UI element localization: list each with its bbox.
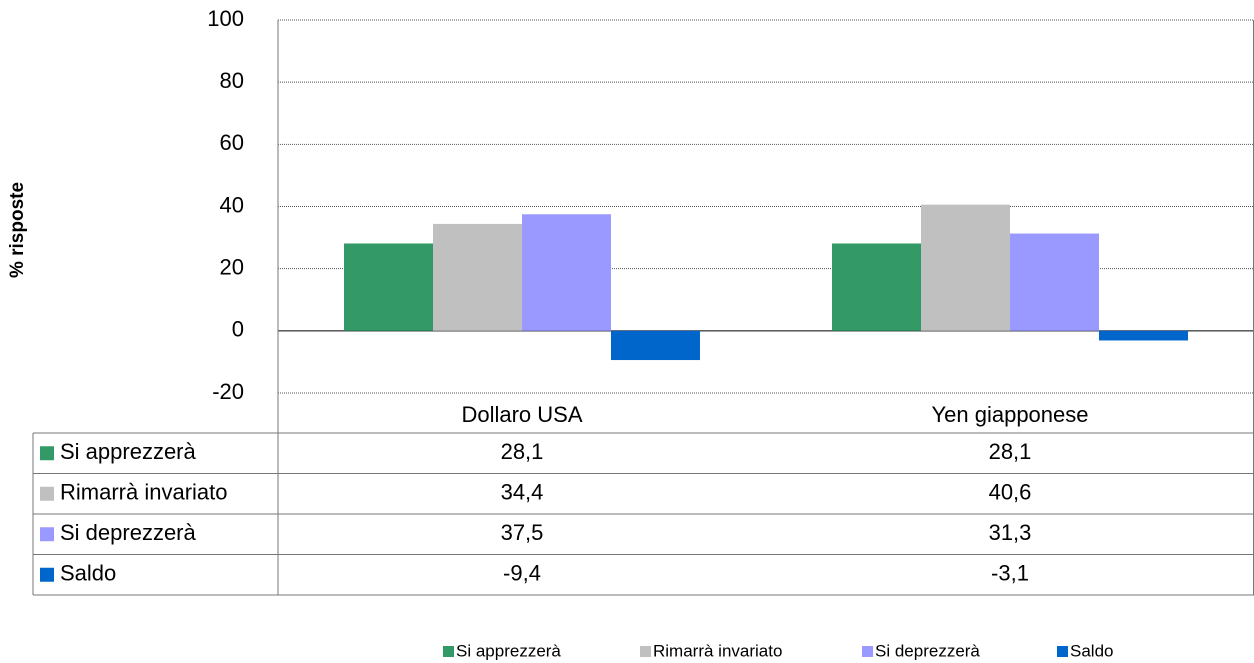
bar <box>433 223 522 331</box>
table-cell: -9,4 <box>503 561 541 586</box>
table-row-label: Si apprezzerà <box>60 439 197 464</box>
bar <box>921 204 1010 331</box>
table-cell: 31,3 <box>989 520 1032 545</box>
legend-label: Si apprezzerà <box>456 641 561 660</box>
y-tick-label: 80 <box>220 68 244 93</box>
legend-swatch <box>1057 646 1068 657</box>
table-row-label: Rimarrà invariato <box>60 480 228 505</box>
y-tick-label: 0 <box>232 317 244 342</box>
y-tick-label: 100 <box>207 6 244 31</box>
bar <box>522 214 611 331</box>
x-tick-label: Yen giapponese <box>931 402 1088 427</box>
legend-swatch <box>862 646 873 657</box>
x-tick-label: Dollaro USA <box>461 402 582 427</box>
legend-swatch <box>640 646 651 657</box>
table-swatch <box>40 567 54 582</box>
y-tick-label: 20 <box>220 254 244 279</box>
table-row-label: Saldo <box>60 561 116 586</box>
legend-label: Si deprezzerà <box>875 641 980 660</box>
y-axis-label: % risposte <box>7 182 28 278</box>
table-cell: 28,1 <box>501 439 544 464</box>
bar <box>1010 233 1099 331</box>
bar <box>1099 330 1188 341</box>
legend-swatch <box>443 646 454 657</box>
legend-label: Saldo <box>1070 641 1113 660</box>
table-row-label: Si deprezzerà <box>60 520 197 545</box>
table-swatch <box>40 527 54 542</box>
table-cell: 40,6 <box>989 480 1032 505</box>
bar <box>611 330 700 361</box>
y-tick-label: 60 <box>220 130 244 155</box>
table-cell: 34,4 <box>501 480 544 505</box>
table-swatch <box>40 446 54 461</box>
table-cell: -3,1 <box>991 561 1029 586</box>
bar <box>344 243 433 331</box>
table-swatch <box>40 486 54 501</box>
y-tick-label: 40 <box>220 192 244 217</box>
legend-label: Rimarrà invariato <box>653 641 782 660</box>
table-cell: 37,5 <box>501 520 544 545</box>
y-tick-label: -20 <box>212 379 244 404</box>
table-cell: 28,1 <box>989 439 1032 464</box>
bar <box>832 243 921 331</box>
